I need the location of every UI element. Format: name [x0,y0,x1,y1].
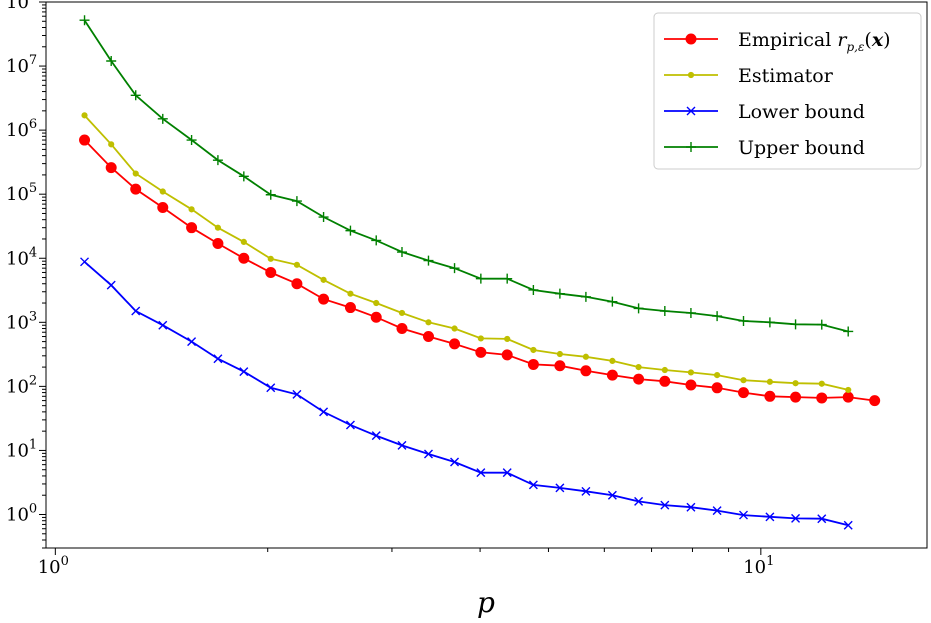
data-point [266,267,276,277]
data-point [294,262,299,267]
data-point [374,300,379,305]
data-point [583,354,588,359]
data-point [607,370,617,380]
data-point [348,291,353,296]
data-point [660,376,670,386]
data-point [131,184,141,194]
data-point [292,279,302,289]
data-point [82,113,87,118]
data-point [476,347,486,357]
y-tick-label: 100 [6,502,37,526]
y-axis-ticks: 100 101 102 103 104 105 106 107 108 [6,0,46,548]
y-tick-label: 101 [6,437,37,461]
data-point [793,381,798,386]
data-point [213,238,223,248]
data-point [531,347,536,352]
legend-label: Empirical rp,ε(x) [738,29,891,54]
data-point [502,350,512,360]
data-point [555,361,565,371]
data-point [399,310,404,315]
data-point [636,364,641,369]
data-point [843,392,853,402]
y-tick-label: 105 [6,181,37,205]
data-point [715,372,720,377]
x-tick-label: 101 [743,554,774,578]
data-point [371,312,381,322]
data-point [478,336,483,341]
data-point [452,326,457,331]
data-point [319,294,329,304]
data-point [505,336,510,341]
data-point [791,392,801,402]
y-tick-label: 102 [6,373,37,397]
data-point [450,339,460,349]
data-point [581,366,591,376]
data-point [321,277,326,282]
y-tick-label: 106 [6,117,37,141]
data-point [109,142,114,147]
legend-label: Lower bound [738,101,865,123]
data-point [870,396,880,406]
legend-label: Estimator [738,65,834,87]
data-point [160,189,165,194]
x-axis-ticks: 100 101 [38,548,775,578]
data-point [189,207,194,212]
x-axis-label: p [477,586,495,619]
x-tick-label: 100 [38,554,69,578]
data-point [767,379,772,384]
data-point [241,239,246,244]
data-point [239,253,249,263]
data-point [765,391,775,401]
data-point [817,393,827,403]
legend: Empirical rp,ε(x) Estimator Lower bound Upp… [654,13,921,169]
y-tick-label: 103 [6,309,37,333]
data-point [686,380,696,390]
data-point [528,359,538,369]
data-point [187,223,197,233]
y-tick-label: 108 [6,0,37,13]
data-point [557,351,562,356]
data-point [426,320,431,325]
data-point [133,171,138,176]
data-point [634,374,644,384]
data-point [80,135,90,145]
y-tick-label: 107 [6,53,37,77]
data-point [345,303,355,313]
data-point [712,383,722,393]
legend-marker [688,72,693,77]
data-point [819,381,824,386]
data-point [610,358,615,363]
legend-label: Upper bound [738,137,865,159]
data-point [268,256,273,261]
data-point [739,388,749,398]
data-point [106,163,116,173]
data-point [423,332,433,342]
data-point [846,387,851,392]
data-point [397,324,407,334]
y-tick-label: 104 [6,245,37,269]
data-point [688,370,693,375]
data-point [215,225,220,230]
legend-marker [686,34,696,44]
data-point [741,378,746,383]
data-point [662,367,667,372]
data-point [158,202,168,212]
